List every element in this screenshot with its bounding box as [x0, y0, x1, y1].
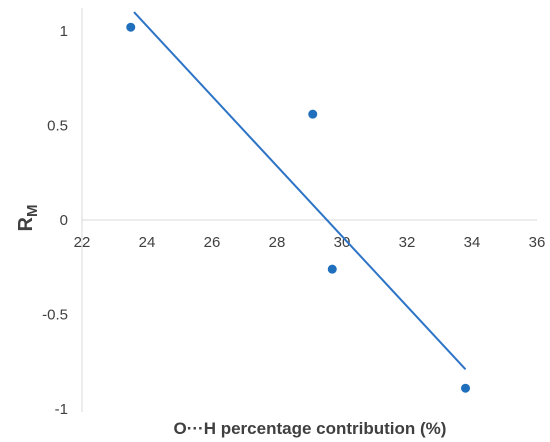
- data-point: [327, 264, 337, 274]
- y-tick-label: 0.5: [47, 118, 68, 135]
- y-tick-label: 0: [60, 212, 68, 229]
- x-tick-labels: 22 24 26 28 30 32 34 36: [74, 234, 546, 251]
- data-points: [126, 22, 470, 393]
- x-tick-label: 22: [74, 234, 91, 251]
- trendline: [133, 11, 467, 370]
- data-point: [308, 109, 318, 119]
- y-axis-title: RM: [15, 205, 41, 232]
- data-point: [126, 22, 136, 32]
- x-tick-label: 32: [399, 234, 416, 251]
- x-tick-label: 26: [204, 234, 221, 251]
- y-tick-label: 1: [60, 23, 68, 40]
- data-point: [461, 383, 470, 393]
- x-tick-label: 36: [529, 234, 546, 251]
- y-tick-labels: 1 0.5 0 -0.5 -1: [42, 23, 68, 418]
- x-axis-title: O···H percentage contribution (%): [174, 419, 447, 438]
- x-tick-label: 24: [139, 234, 156, 251]
- x-tick-label: 30: [334, 234, 351, 251]
- y-tick-label: -1: [55, 401, 68, 418]
- y-axis-title-subscript: M: [24, 205, 41, 218]
- y-tick-label: -0.5: [42, 307, 68, 324]
- axes: [81, 8, 537, 412]
- x-tick-label: 28: [269, 234, 286, 251]
- y-axis-title-main: R: [15, 216, 37, 231]
- x-tick-label: 34: [464, 234, 481, 251]
